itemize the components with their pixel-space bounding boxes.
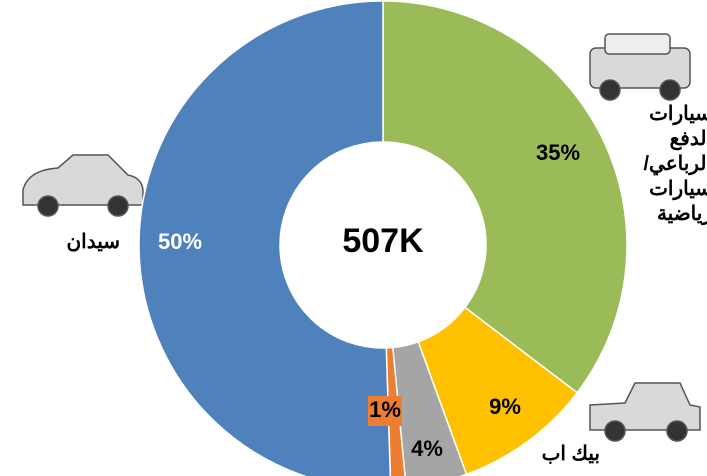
category-label: بيك اب [541,443,600,465]
value-label: 35% [536,140,580,165]
value-label: 1% [369,397,401,422]
value-label: 9% [489,394,521,419]
slice [382,0,628,394]
slice [138,0,392,476]
label-box [368,396,402,426]
value-label: 4% [411,436,443,461]
category-label: سيارات الدفع الرباعي/ سيارات رياضية [643,103,707,225]
car-icons [22,33,701,442]
center-label: 507K [342,222,424,260]
value-label: 50% [158,229,202,254]
category-label: سيدان [66,231,120,253]
